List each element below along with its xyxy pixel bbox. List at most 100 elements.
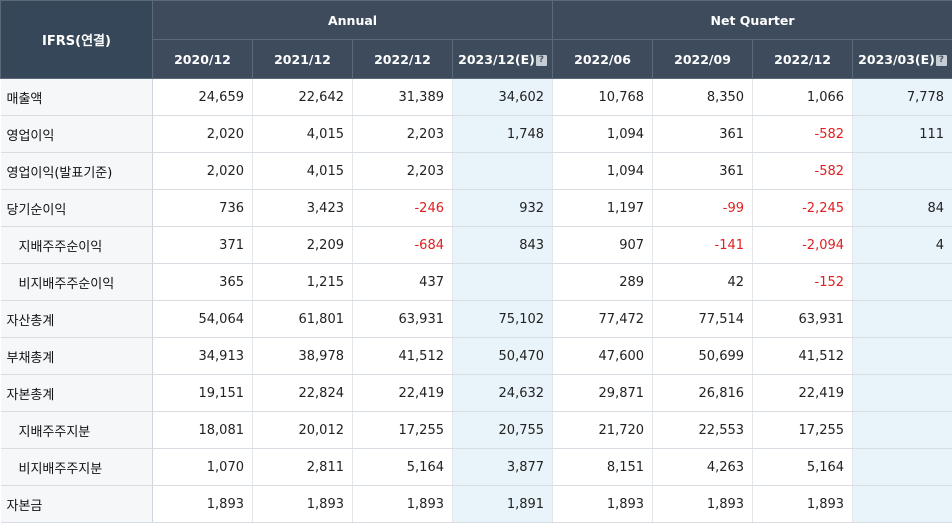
period-header: 2022/06 <box>552 39 654 79</box>
table-cell: 8,350 <box>652 78 754 116</box>
table-cell: -141 <box>652 226 754 264</box>
row-label: 부채총계 <box>0 337 153 375</box>
table-cell: 21,720 <box>552 411 654 449</box>
table-cell: 1,094 <box>552 152 654 190</box>
table-cell: 4,015 <box>252 115 353 153</box>
table-cell: 77,472 <box>552 300 654 338</box>
table-cell: 4,015 <box>252 152 353 190</box>
table-row: 영업이익 2,020 4,015 2,203 1,748 1,094 361 -582 111 <box>0 115 952 153</box>
table-cell: -152 <box>752 263 854 301</box>
table-cell: 22,642 <box>252 78 353 116</box>
table-cell: 907 <box>552 226 654 264</box>
table-cell: 1,891 <box>452 485 554 523</box>
table-row: 부채총계 34,913 38,978 41,512 50,470 47,600 50,699… <box>0 337 952 375</box>
table-cell: 365 <box>152 263 253 301</box>
row-label: 매출액 <box>0 78 153 116</box>
table-cell: 22,553 <box>652 411 754 449</box>
table-row: 영업이익(발표기준) 2,020 4,015 2,203 1,094 361 -582 <box>0 152 952 190</box>
table-row: 자본총계 19,151 22,824 22,419 24,632 29,871 26,816… <box>0 374 952 412</box>
table-cell <box>852 152 952 190</box>
table-cell: 22,419 <box>752 374 854 412</box>
table-cell: 26,816 <box>652 374 754 412</box>
period-header-estimate: 2023/03(E)? <box>852 39 952 79</box>
annual-group-header: Annual <box>151 0 554 40</box>
period-header: 2021/12 <box>252 39 353 79</box>
period-header: 2022/09 <box>652 39 754 79</box>
table-cell: -2,245 <box>752 189 854 227</box>
table-cell: 17,255 <box>752 411 854 449</box>
table-cell: 22,824 <box>252 374 353 412</box>
table-cell: 41,512 <box>352 337 453 375</box>
table-cell <box>852 337 952 375</box>
table-cell: 1,893 <box>652 485 754 523</box>
table-row: 자산총계 54,064 61,801 63,931 75,102 77,472 77,514… <box>0 300 952 338</box>
table-cell: 1,893 <box>752 485 854 523</box>
table-cell: 20,755 <box>452 411 554 449</box>
table-cell <box>452 263 554 301</box>
table-cell: 2,020 <box>152 152 253 190</box>
table-cell: 24,659 <box>152 78 253 116</box>
table-row: 비지배주주지분 1,070 2,811 5,164 3,877 8,151 4,263 5,1… <box>0 448 952 486</box>
table-cell: -2,094 <box>752 226 854 264</box>
table-cell: 34,602 <box>452 78 554 116</box>
table-cell: -582 <box>752 115 854 153</box>
table-cell: 7,778 <box>852 78 952 116</box>
table-cell: 84 <box>852 189 952 227</box>
table-cell <box>852 411 952 449</box>
table-cell: 5,164 <box>352 448 453 486</box>
row-header-ifrs: IFRS(연결) <box>0 0 153 79</box>
table-cell: 932 <box>452 189 554 227</box>
table-cell: -99 <box>652 189 754 227</box>
table-cell: 31,389 <box>352 78 453 116</box>
table-cell: 63,931 <box>752 300 854 338</box>
table-cell: 361 <box>652 115 754 153</box>
table-cell: 63,931 <box>352 300 453 338</box>
row-label: 자본금 <box>0 485 153 523</box>
table-cell: 50,470 <box>452 337 554 375</box>
table-cell: 1,893 <box>252 485 353 523</box>
row-label: 지배주주순이익 <box>0 226 153 264</box>
table-cell: 1,893 <box>552 485 654 523</box>
table-cell: 50,699 <box>652 337 754 375</box>
row-label: 영업이익 <box>0 115 153 153</box>
table-cell: 47,600 <box>552 337 654 375</box>
period-header: 2022/12 <box>752 39 854 79</box>
row-label: 비지배주주지분 <box>0 448 153 486</box>
table-cell: 8,151 <box>552 448 654 486</box>
table-cell: 41,512 <box>752 337 854 375</box>
table-cell: 111 <box>852 115 952 153</box>
table-cell: 437 <box>352 263 453 301</box>
table-cell: 371 <box>152 226 253 264</box>
table-cell <box>852 374 952 412</box>
table-cell: -684 <box>352 226 453 264</box>
table-cell: 20,012 <box>252 411 353 449</box>
table-cell: 4 <box>852 226 952 264</box>
table-cell <box>452 152 554 190</box>
table-cell: 5,164 <box>752 448 854 486</box>
table-cell: 18,081 <box>152 411 253 449</box>
table-cell: 1,094 <box>552 115 654 153</box>
table-cell: 77,514 <box>652 300 754 338</box>
row-label: 지배주주지분 <box>0 411 153 449</box>
table-cell <box>852 263 952 301</box>
table-row: 지배주주순이익 371 2,209 -684 843 907 -141 -2,094 4 <box>0 226 952 264</box>
row-label: 영업이익(발표기준) <box>0 152 153 190</box>
table-cell: 22,419 <box>352 374 453 412</box>
row-label: 비지배주주순이익 <box>0 263 153 301</box>
table-cell: 2,203 <box>352 152 453 190</box>
table-cell: 2,209 <box>252 226 353 264</box>
help-icon[interactable]: ? <box>535 54 547 66</box>
table-row: 지배주주지분 18,081 20,012 17,255 20,755 21,720 22,5… <box>0 411 952 449</box>
table-cell: 2,203 <box>352 115 453 153</box>
table-cell: 1,070 <box>152 448 253 486</box>
table-cell: 75,102 <box>452 300 554 338</box>
table-cell: 1,197 <box>552 189 654 227</box>
table-cell: 34,913 <box>152 337 253 375</box>
table-cell: 61,801 <box>252 300 353 338</box>
table-cell: 1,215 <box>252 263 353 301</box>
table-row: 당기순이익 736 3,423 -246 932 1,197 -99 -2,245 84 <box>0 189 952 227</box>
row-label: 자산총계 <box>0 300 153 338</box>
help-icon[interactable]: ? <box>935 54 947 66</box>
table-cell: 289 <box>552 263 654 301</box>
